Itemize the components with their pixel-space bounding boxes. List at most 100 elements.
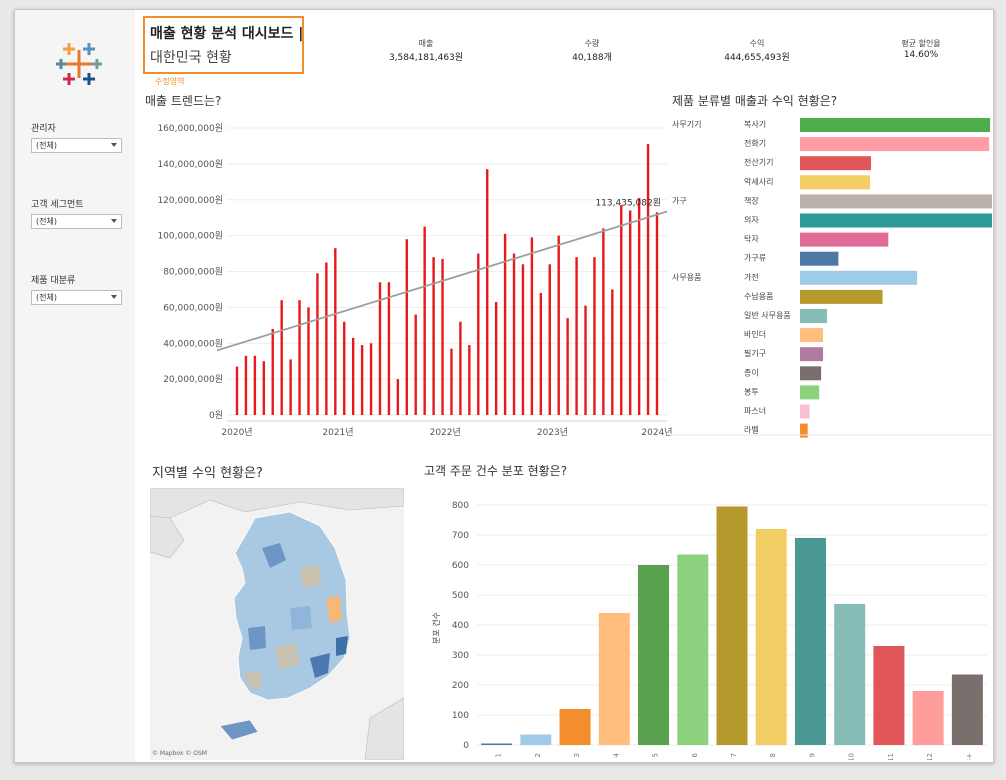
filter-category-dropdown[interactable]: (전체) — [31, 290, 122, 305]
tableau-logo-icon — [56, 43, 102, 85]
kpi-label: 수익 — [749, 39, 765, 48]
order-bar — [951, 674, 983, 745]
order-bar — [481, 743, 513, 745]
filter-manager-dropdown[interactable]: (전체) — [31, 138, 122, 153]
edit-area-tag: 수정영역 — [155, 77, 185, 86]
category-item-label: 복사기 — [744, 120, 766, 129]
trend-bar — [235, 366, 239, 415]
trend-bar — [450, 348, 453, 415]
trend-bar — [360, 345, 364, 415]
y-tick-label: 0 — [463, 741, 469, 751]
order-bar — [755, 529, 787, 745]
category-bar — [800, 156, 872, 171]
order-bar — [794, 538, 826, 745]
trend-bar — [611, 289, 614, 415]
korea-map-shape — [150, 488, 404, 760]
page-subtitle: 대한민국 현황 — [150, 50, 232, 66]
category-item-label: 가구류 — [744, 254, 766, 263]
trend-bar — [620, 205, 623, 415]
category-item-label: 의자 — [744, 215, 759, 225]
chevron-down-icon — [111, 219, 117, 223]
x-tick-label: 12 — [926, 753, 934, 760]
y-tick-label: 120,000,000원 — [157, 195, 223, 206]
category-group-label: 사무용품 — [672, 273, 701, 282]
y-tick-label: 20,000,000원 — [163, 374, 223, 385]
kpi-value: 14.60% — [903, 50, 939, 60]
filter-segment-label: 고객 세그먼트 — [31, 200, 84, 210]
category-item-label: 책장 — [744, 195, 759, 205]
kpi-label: 수량 — [584, 39, 600, 48]
trend-bar — [271, 328, 274, 415]
x-tick-label: 1 — [495, 753, 503, 757]
trend-bar — [253, 355, 257, 415]
category-bar — [800, 289, 883, 304]
kpi-value: 3,584,181,463원 — [388, 53, 464, 63]
y-tick-label: 200 — [452, 681, 469, 691]
category-bar — [800, 118, 991, 132]
trend-bar — [244, 355, 248, 415]
category-section-title: 제품 분류별 매출과 수익 현황은? — [672, 94, 838, 108]
trend-bar — [414, 314, 417, 415]
category-group-label: 사무기기 — [672, 120, 701, 129]
y-tick-label: 600 — [452, 561, 469, 571]
kpi-quantity: 수량 40,188개 — [537, 38, 647, 63]
trend-section-title: 매출 트렌드는? — [145, 94, 222, 108]
dashboard-title-box[interactable]: 매출 현황 분석 대시보드 | 대한민국 현황 — [143, 16, 304, 74]
trend-bar — [325, 262, 328, 415]
trend-bar — [343, 321, 346, 415]
category-item-label: 종이 — [744, 367, 759, 377]
order-bar — [638, 565, 670, 745]
x-tick-label: 13+ — [965, 753, 973, 760]
category-bar — [800, 175, 871, 190]
x-tick-label: 2020년 — [221, 427, 252, 438]
category-item-label: 수납용품 — [744, 292, 773, 301]
filter-manager-label: 관리자 — [31, 124, 56, 134]
trend-bar — [369, 343, 373, 415]
category-bar — [800, 309, 827, 323]
order-bar — [873, 646, 905, 745]
category-item-label: 전화기 — [744, 138, 766, 148]
category-bar — [800, 213, 992, 228]
category-bar — [800, 328, 824, 343]
category-bar — [800, 137, 990, 152]
trend-bar — [441, 258, 444, 415]
y-tick-label: 160,000,000원 — [157, 123, 223, 134]
trend-bar — [423, 226, 426, 415]
filter-category-label: 제품 대분류 — [31, 276, 76, 286]
order-bar — [520, 734, 552, 745]
category-bar — [800, 270, 918, 285]
filter-segment: 고객 세그먼트 (전체) — [31, 197, 122, 229]
trend-bar — [512, 253, 516, 415]
order-bar — [912, 691, 944, 745]
filter-sidebar: 관리자 (전체) 고객 세그먼트 (전체) 제품 대분류 (전체) — [15, 10, 135, 762]
x-tick-label: 3 — [573, 753, 581, 757]
trend-bar — [584, 305, 587, 415]
x-tick-label: 10 — [848, 753, 856, 760]
kpi-sales: 매출 3,584,181,463원 — [371, 38, 481, 63]
kpi-label: 매출 — [418, 39, 434, 48]
order-bar — [716, 506, 748, 745]
y-axis-title: 분포 건수 — [431, 612, 441, 644]
region-section-title: 지역별 수익 현황은? — [152, 466, 263, 481]
trend-bar — [539, 293, 543, 415]
order-bar — [559, 709, 591, 745]
trend-bar — [646, 144, 650, 416]
trend-bar — [459, 321, 462, 415]
region-profit-map[interactable] — [150, 488, 404, 760]
category-item-label: 악세사리 — [744, 176, 773, 186]
trend-bar — [396, 379, 400, 415]
y-tick-label: 60,000,000원 — [163, 302, 223, 313]
filter-category-value: (전체) — [36, 293, 57, 302]
category-item-label: 필기구 — [744, 348, 766, 358]
sales-trend-chart[interactable]: 0원 20,000,000원 40,000,000원 60,000,000원 80,00… — [137, 110, 675, 440]
x-tick-label: 2 — [534, 753, 542, 757]
filter-segment-dropdown[interactable]: (전체) — [31, 214, 122, 229]
x-tick-label: 2022년 — [430, 427, 461, 438]
trend-bar — [387, 282, 391, 415]
kpi-discount: 평균 할인율 14.60% — [866, 38, 976, 60]
trend-bar — [530, 237, 534, 415]
trend-bar — [503, 233, 507, 415]
trend-annotation: 113,435,082원 — [595, 198, 661, 209]
